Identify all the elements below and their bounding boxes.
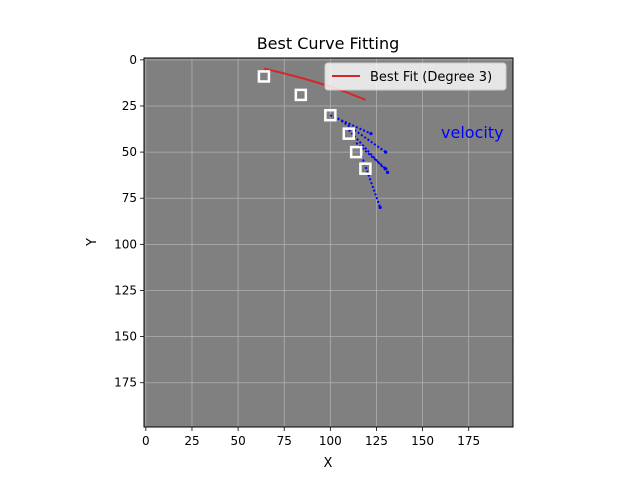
velocity-segment-tip	[384, 167, 388, 171]
velocity-vectors	[329, 114, 390, 210]
velocity-segment-tip	[385, 170, 390, 174]
track-point-marker	[257, 70, 271, 83]
legend-label-best-fit: Best Fit (Degree 3)	[370, 70, 492, 85]
legend: Best Fit (Degree 3)	[324, 62, 507, 91]
y-tick-label: 0	[129, 53, 137, 67]
velocity-segment	[348, 129, 389, 174]
x-tick-label: 175	[457, 434, 480, 448]
y-tick-label: 100	[114, 237, 137, 251]
velocity-annotation: velocity	[441, 123, 504, 142]
y-tick-label: 175	[114, 376, 137, 390]
track-point-marker	[324, 108, 337, 122]
legend-box	[324, 62, 507, 91]
y-tick-label: 25	[122, 99, 137, 113]
fit-curve-layer	[263, 67, 366, 101]
x-tick-label: 100	[319, 434, 342, 448]
x-axis-ticks: 0 25 50 75 100 125 150 175	[142, 427, 480, 448]
track-point-marker	[349, 145, 363, 159]
y-tick-label: 50	[122, 145, 137, 159]
chart-title: Best Curve Fitting	[257, 34, 400, 53]
y-axis-label: Y	[85, 238, 100, 247]
y-tick-label: 125	[114, 283, 137, 297]
plot-background	[143, 57, 514, 428]
track-points	[257, 70, 372, 175]
y-axis-ticks: 0 25 50 75 100 125 150 175	[114, 53, 144, 390]
y-tick-label: 150	[114, 330, 137, 344]
velocity-segment	[329, 114, 372, 135]
velocity-segment	[340, 119, 387, 153]
velocity-segment-tip	[384, 150, 388, 154]
x-tick-label: 25	[184, 434, 199, 448]
x-tick-label: 50	[230, 434, 245, 448]
x-tick-label: 75	[277, 434, 292, 448]
track-point-marker	[342, 127, 356, 140]
plot-frame	[143, 57, 514, 428]
track-point-marker	[294, 88, 308, 102]
x-tick-label: 125	[365, 434, 388, 448]
velocity-segment	[355, 142, 387, 170]
grid	[144, 58, 513, 427]
velocity-segment-tip	[378, 205, 382, 210]
x-axis-label: X	[324, 456, 333, 471]
velocity-segment-tip	[369, 132, 373, 136]
x-tick-label: 0	[142, 434, 150, 448]
plot-area	[143, 57, 514, 428]
y-tick-label: 75	[122, 191, 137, 205]
best-fit-curve	[263, 67, 366, 101]
x-tick-label: 150	[411, 434, 434, 448]
track-point-marker	[359, 162, 372, 175]
